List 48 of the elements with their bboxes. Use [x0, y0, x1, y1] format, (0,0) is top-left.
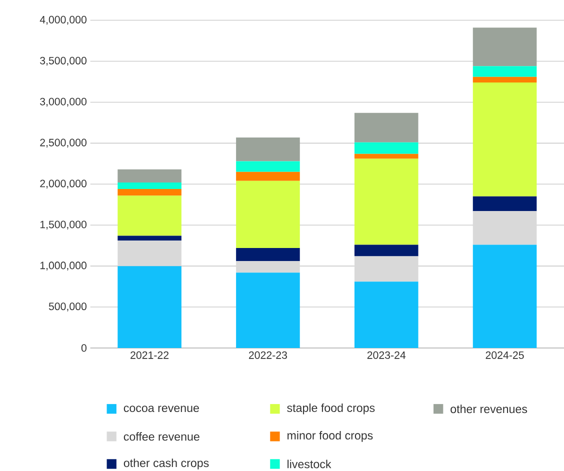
bar [472, 28, 537, 66]
legend-label: other cash crops [124, 458, 209, 470]
bar [236, 172, 300, 181]
legend-label: coffee revenue [124, 432, 200, 441]
legend-label: other revenues [450, 404, 528, 414]
bar [118, 196, 182, 236]
bar [236, 248, 300, 262]
bar [354, 244, 418, 256]
legend-label: livestock [288, 460, 332, 468]
legend-label: staple food crops [287, 404, 375, 414]
x-tick-label: 2022-23 [248, 352, 287, 360]
bar [118, 182, 182, 190]
x-tick-label: 2024-25 [486, 352, 524, 360]
bar [236, 180, 300, 248]
x-tick-label: 2023-24 [367, 352, 406, 360]
y-tick-label: 3,000,000 [40, 98, 86, 107]
bar [354, 256, 418, 282]
y-tick-label: 1,000,000 [40, 262, 86, 271]
bar [354, 112, 418, 142]
bar [472, 82, 537, 197]
bar [236, 272, 300, 348]
bar [118, 266, 182, 348]
y-tick-label: 2,000,000 [40, 180, 86, 189]
bar [118, 236, 182, 241]
y-tick-label: 0 [81, 344, 86, 352]
bar [354, 282, 418, 348]
x-tick-label: 2021-22 [130, 352, 169, 360]
y-tick-label: 1,500,000 [40, 220, 86, 230]
y-tick-label: 500,000 [48, 302, 86, 312]
bar [472, 196, 537, 212]
y-tick-label: 4,000,000 [40, 16, 86, 25]
bar [354, 158, 418, 245]
legend-label: minor food crops [288, 431, 373, 442]
bar [118, 189, 182, 196]
bar [472, 211, 537, 245]
bar [472, 76, 537, 83]
legend-label: cocoa revenue [124, 406, 199, 412]
bar [236, 261, 300, 273]
bar [236, 138, 300, 162]
bar [472, 66, 537, 77]
y-tick-label: 2,500,000 [40, 138, 86, 148]
bar [118, 240, 182, 266]
bar [354, 142, 418, 154]
y-tick-label: 3,500,000 [40, 57, 86, 66]
bar [354, 154, 418, 159]
bar [118, 170, 182, 183]
bar [472, 244, 537, 348]
bar [236, 161, 300, 172]
